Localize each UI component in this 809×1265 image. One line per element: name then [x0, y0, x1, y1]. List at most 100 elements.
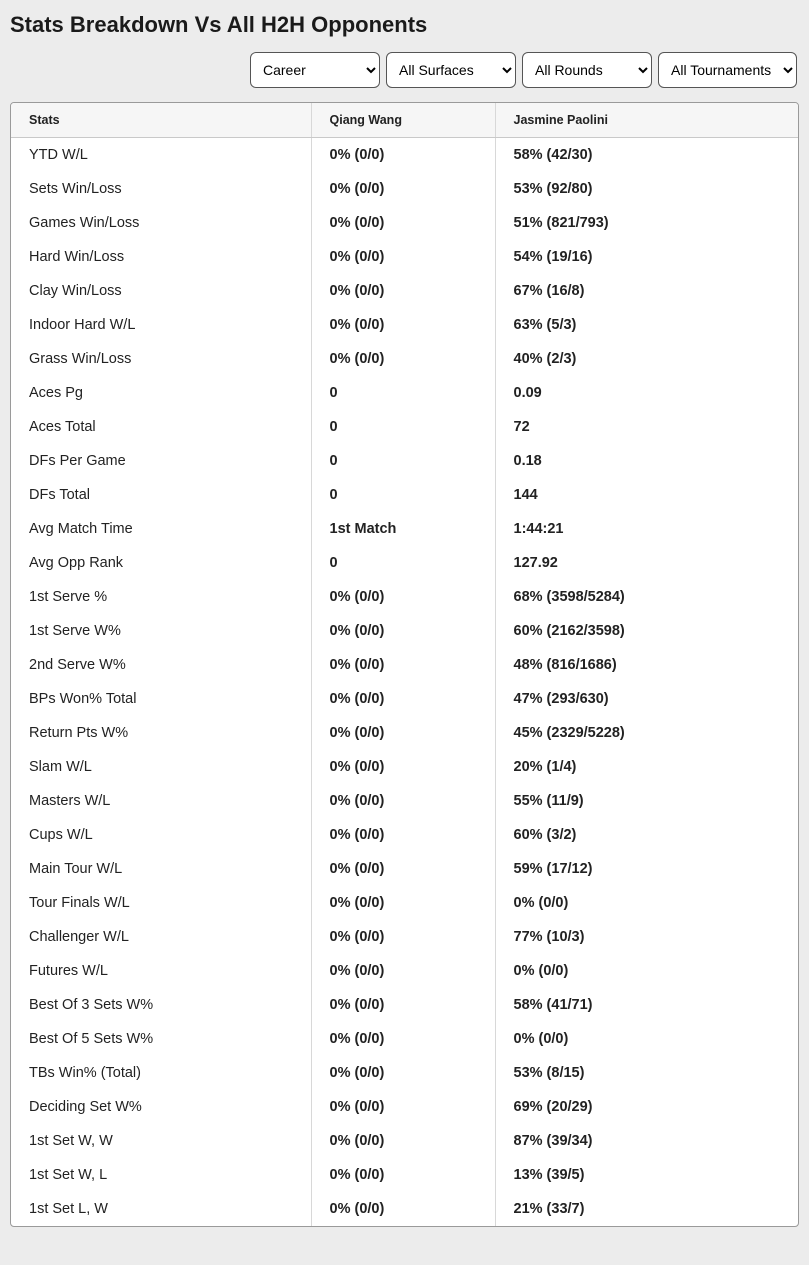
stat-value-p2: 45% (2329/5228) — [495, 716, 798, 750]
stat-value-p2: 0% (0/0) — [495, 954, 798, 988]
stat-label: Hard Win/Loss — [11, 240, 311, 274]
table-header-row: Stats Qiang Wang Jasmine Paolini — [11, 103, 798, 138]
stat-value-p2: 47% (293/630) — [495, 682, 798, 716]
stat-value-p1: 0 — [311, 376, 495, 410]
table-row: Sets Win/Loss0% (0/0)53% (92/80) — [11, 172, 798, 206]
stat-label: Futures W/L — [11, 954, 311, 988]
table-row: Main Tour W/L0% (0/0)59% (17/12) — [11, 852, 798, 886]
stat-value-p1: 1st Match — [311, 512, 495, 546]
table-row: Aces Pg00.09 — [11, 376, 798, 410]
stat-label: Grass Win/Loss — [11, 342, 311, 376]
table-row: TBs Win% (Total)0% (0/0)53% (8/15) — [11, 1056, 798, 1090]
stat-value-p1: 0% (0/0) — [311, 1192, 495, 1226]
stat-value-p1: 0% (0/0) — [311, 308, 495, 342]
stat-value-p1: 0% (0/0) — [311, 716, 495, 750]
stat-value-p1: 0% (0/0) — [311, 886, 495, 920]
stat-label: Aces Pg — [11, 376, 311, 410]
stat-value-p2: 48% (816/1686) — [495, 648, 798, 682]
stat-value-p1: 0% (0/0) — [311, 1022, 495, 1056]
table-row: DFs Per Game00.18 — [11, 444, 798, 478]
stat-label: YTD W/L — [11, 138, 311, 173]
filter-period[interactable]: Career — [250, 52, 380, 88]
stat-label: Masters W/L — [11, 784, 311, 818]
stat-label: 1st Set W, L — [11, 1158, 311, 1192]
stat-value-p1: 0% (0/0) — [311, 274, 495, 308]
table-row: YTD W/L0% (0/0)58% (42/30) — [11, 138, 798, 173]
stat-label: Return Pts W% — [11, 716, 311, 750]
stat-value-p2: 51% (821/793) — [495, 206, 798, 240]
stat-value-p2: 1:44:21 — [495, 512, 798, 546]
filter-tournament[interactable]: All Tournaments — [658, 52, 797, 88]
stat-value-p1: 0% (0/0) — [311, 988, 495, 1022]
stat-value-p2: 67% (16/8) — [495, 274, 798, 308]
table-row: Aces Total072 — [11, 410, 798, 444]
stat-value-p1: 0% (0/0) — [311, 580, 495, 614]
table-row: Deciding Set W%0% (0/0)69% (20/29) — [11, 1090, 798, 1124]
stat-value-p2: 87% (39/34) — [495, 1124, 798, 1158]
stat-value-p1: 0% (0/0) — [311, 614, 495, 648]
stat-value-p1: 0% (0/0) — [311, 206, 495, 240]
stat-label: Cups W/L — [11, 818, 311, 852]
stat-value-p2: 55% (11/9) — [495, 784, 798, 818]
stat-value-p1: 0% (0/0) — [311, 750, 495, 784]
table-row: 1st Set L, W0% (0/0)21% (33/7) — [11, 1192, 798, 1226]
stat-label: DFs Per Game — [11, 444, 311, 478]
table-row: Avg Match Time1st Match1:44:21 — [11, 512, 798, 546]
table-row: Best Of 5 Sets W%0% (0/0)0% (0/0) — [11, 1022, 798, 1056]
stat-value-p2: 68% (3598/5284) — [495, 580, 798, 614]
stat-value-p1: 0 — [311, 410, 495, 444]
stat-value-p1: 0 — [311, 444, 495, 478]
table-row: BPs Won% Total0% (0/0)47% (293/630) — [11, 682, 798, 716]
stat-label: Clay Win/Loss — [11, 274, 311, 308]
stat-value-p2: 127.92 — [495, 546, 798, 580]
stat-value-p2: 60% (2162/3598) — [495, 614, 798, 648]
stat-label: Main Tour W/L — [11, 852, 311, 886]
stat-value-p1: 0 — [311, 546, 495, 580]
table-row: Best Of 3 Sets W%0% (0/0)58% (41/71) — [11, 988, 798, 1022]
table-row: Slam W/L0% (0/0)20% (1/4) — [11, 750, 798, 784]
stat-value-p1: 0% (0/0) — [311, 818, 495, 852]
stat-label: DFs Total — [11, 478, 311, 512]
stat-value-p2: 53% (92/80) — [495, 172, 798, 206]
filter-surface[interactable]: All Surfaces — [386, 52, 516, 88]
stat-label: Best Of 5 Sets W% — [11, 1022, 311, 1056]
stat-value-p2: 13% (39/5) — [495, 1158, 798, 1192]
stat-label: 1st Set L, W — [11, 1192, 311, 1226]
table-row: Cups W/L0% (0/0)60% (3/2) — [11, 818, 798, 852]
table-row: Return Pts W%0% (0/0)45% (2329/5228) — [11, 716, 798, 750]
stat-value-p2: 0% (0/0) — [495, 886, 798, 920]
table-row: Masters W/L0% (0/0)55% (11/9) — [11, 784, 798, 818]
table-row: Clay Win/Loss0% (0/0)67% (16/8) — [11, 274, 798, 308]
stat-value-p2: 0.18 — [495, 444, 798, 478]
stat-value-p1: 0% (0/0) — [311, 648, 495, 682]
stat-label: Tour Finals W/L — [11, 886, 311, 920]
stat-label: TBs Win% (Total) — [11, 1056, 311, 1090]
stat-label: 1st Serve % — [11, 580, 311, 614]
stat-value-p1: 0% (0/0) — [311, 1158, 495, 1192]
table-row: 1st Set W, W0% (0/0)87% (39/34) — [11, 1124, 798, 1158]
stat-value-p2: 69% (20/29) — [495, 1090, 798, 1124]
stat-label: 2nd Serve W% — [11, 648, 311, 682]
table-row: Tour Finals W/L0% (0/0)0% (0/0) — [11, 886, 798, 920]
table-row: Challenger W/L0% (0/0)77% (10/3) — [11, 920, 798, 954]
stat-value-p2: 20% (1/4) — [495, 750, 798, 784]
stat-value-p1: 0% (0/0) — [311, 342, 495, 376]
col-header-p1: Qiang Wang — [311, 103, 495, 138]
stat-label: Challenger W/L — [11, 920, 311, 954]
stat-label: BPs Won% Total — [11, 682, 311, 716]
stat-label: Games Win/Loss — [11, 206, 311, 240]
stat-value-p2: 21% (33/7) — [495, 1192, 798, 1226]
stat-value-p2: 72 — [495, 410, 798, 444]
col-header-stat: Stats — [11, 103, 311, 138]
stat-label: Aces Total — [11, 410, 311, 444]
stat-value-p1: 0% (0/0) — [311, 920, 495, 954]
stat-value-p2: 0% (0/0) — [495, 1022, 798, 1056]
table-row: 1st Serve %0% (0/0)68% (3598/5284) — [11, 580, 798, 614]
stat-value-p2: 77% (10/3) — [495, 920, 798, 954]
stat-label: Avg Opp Rank — [11, 546, 311, 580]
stat-label: Best Of 3 Sets W% — [11, 988, 311, 1022]
table-row: Avg Opp Rank0127.92 — [11, 546, 798, 580]
stat-label: Indoor Hard W/L — [11, 308, 311, 342]
filter-round[interactable]: All Rounds — [522, 52, 652, 88]
stat-value-p2: 58% (42/30) — [495, 138, 798, 173]
